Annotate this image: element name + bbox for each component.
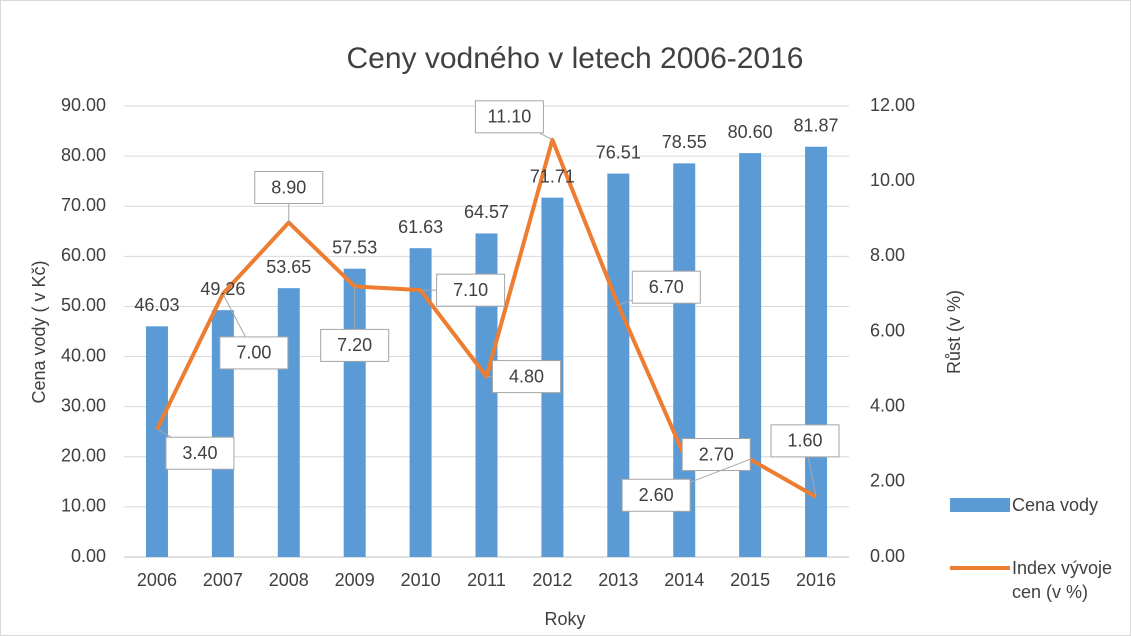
bar [607, 173, 630, 557]
x-tick-label: 2007 [203, 570, 243, 590]
callout-box [681, 438, 751, 472]
y2-tick-label: 8.00 [870, 245, 905, 265]
x-tick-label: 2006 [137, 570, 177, 590]
bar-label: 80.60 [728, 122, 773, 142]
x-tick-label: 2009 [335, 570, 375, 590]
y-tick-label: 70.00 [61, 195, 106, 215]
line-label: 7.00 [236, 343, 271, 363]
x-tick-label: 2011 [467, 570, 506, 590]
y-tick-label: 0.00 [71, 546, 106, 566]
x-tick-label: 2014 [664, 570, 704, 590]
legend-label: Cena vody [1012, 495, 1099, 515]
y2-axis-title: Růst (v %) [944, 290, 964, 374]
x-tick-label: 2015 [730, 570, 770, 590]
line-label: 3.40 [182, 443, 217, 463]
callout-box [492, 360, 561, 394]
bar-label: 78.55 [662, 132, 707, 152]
line-label: 11.10 [488, 107, 532, 127]
legend-label: Index vývoje cen (v %) [1012, 558, 1113, 602]
callout-box [254, 171, 324, 205]
bar [409, 248, 432, 557]
x-tick-label: 2013 [598, 570, 638, 590]
bar-label: 46.03 [134, 295, 179, 315]
bar-label: 64.57 [464, 202, 509, 222]
y2-tick-label: 6.00 [870, 320, 905, 340]
y-tick-label: 40.00 [61, 345, 106, 365]
bar-label: 57.53 [332, 237, 377, 257]
line-label: 8.90 [271, 177, 306, 197]
labels: 46.03 49.26 53.65 57.53 61.63 64.57 71.71 76.51… [134, 100, 840, 512]
callout-box [320, 328, 390, 362]
bar-label: 61.63 [398, 217, 443, 237]
legend [950, 498, 1010, 570]
bar [739, 153, 762, 558]
y2-tick-label: 10.00 [870, 170, 915, 190]
bar-label: 76.51 [596, 142, 641, 162]
bar [145, 326, 168, 557]
bar [277, 288, 300, 557]
y2-tick-label: 2.00 [870, 471, 905, 491]
x-axis-title: Roky [544, 609, 585, 629]
line-label: 1.60 [788, 431, 823, 451]
y-tick-label: 20.00 [61, 446, 106, 466]
y2-tick-label: 4.00 [870, 395, 905, 415]
y-tick-label: 90.00 [61, 95, 106, 115]
bar-label: 49.26 [200, 279, 245, 299]
callout-box [219, 336, 289, 370]
callout-box [631, 270, 701, 304]
y-tick-label: 60.00 [61, 245, 106, 265]
callout-box [165, 436, 235, 470]
bar-label: 53.65 [266, 257, 311, 277]
chart-title: Ceny vodného v letech 2006-2016 [346, 42, 803, 75]
line-label: 2.60 [639, 485, 674, 505]
x-tick-label: 2010 [401, 570, 441, 590]
bar [475, 233, 498, 557]
line-label: 2.70 [699, 444, 734, 464]
line-label: 6.70 [649, 277, 684, 297]
x-tick-label: 2012 [532, 570, 572, 590]
y-tick-label: 30.00 [61, 395, 106, 415]
y-tick-label: 50.00 [61, 295, 106, 315]
y-tick-label: 10.00 [61, 496, 106, 516]
bar [211, 310, 234, 557]
y-tick-label: 80.00 [61, 145, 106, 165]
bar-label: 81.87 [794, 115, 839, 135]
y2-tick-label: 0.00 [870, 546, 905, 566]
line-label: 7.10 [453, 280, 488, 300]
callout-box [770, 424, 840, 458]
y2-tick-label: 12.00 [870, 95, 915, 115]
y-axis-title: Cena vody ( v Kč) [29, 260, 49, 403]
line-label: 4.80 [509, 366, 544, 386]
callout-box [474, 100, 544, 134]
x-tick-label: 2008 [269, 570, 309, 590]
legend-swatch [950, 498, 1010, 512]
line-label: 7.20 [337, 335, 372, 355]
x-tick-label: 2016 [796, 570, 836, 590]
callout-box [436, 273, 506, 307]
bar-label: 71.71 [530, 166, 575, 186]
callout-box [621, 478, 691, 512]
